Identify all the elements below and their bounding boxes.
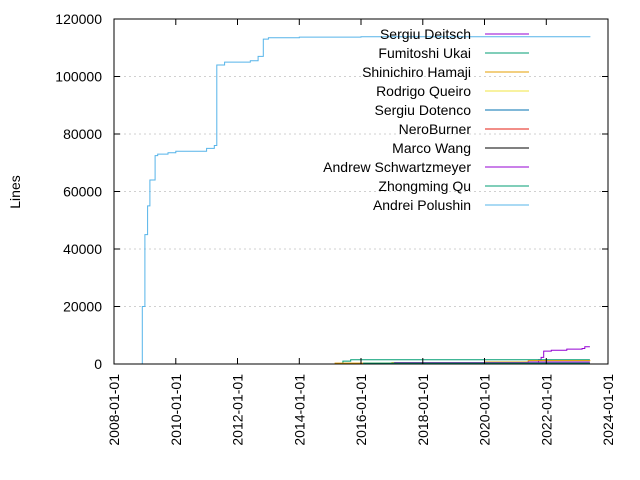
grid-lines <box>114 76 608 307</box>
legend-label: Fumitoshi Ukai <box>378 45 471 61</box>
y-tick-label: 20000 <box>63 299 102 315</box>
y-axis-label: Lines <box>7 175 23 208</box>
x-axis: 2008-01-01 2010-01-01 2012-01-01 2014-01-01… <box>106 19 616 446</box>
x-tick-label: 2020-01-01 <box>477 374 493 446</box>
x-tick-label: 2012-01-01 <box>230 374 246 446</box>
y-tick-label: 0 <box>94 356 102 372</box>
series-line <box>139 36 591 365</box>
legend-label: NeroBurner <box>399 121 472 137</box>
x-tick-label: 2022-01-01 <box>538 374 554 446</box>
x-tick-label: 2014-01-01 <box>291 374 307 446</box>
y-axis: 0 20000 40000 60000 80000 100000 120000 <box>55 11 608 372</box>
x-tick-label: 2024-01-01 <box>600 374 616 446</box>
x-tick-label: 2016-01-01 <box>353 374 369 446</box>
legend-label: Rodrigo Queiro <box>376 83 471 99</box>
legend-label: Zhongming Qu <box>378 178 471 194</box>
legend-label: Sergiu Deitsch <box>380 26 471 42</box>
legend-label: Sergiu Dotenco <box>374 102 471 118</box>
legend-label: Marco Wang <box>392 140 471 156</box>
series-lines <box>139 36 591 365</box>
legend: Sergiu Deitsch Fumitoshi Ukai Shinichiro H… <box>323 26 529 213</box>
y-tick-label: 40000 <box>63 241 102 257</box>
y-tick-label: 100000 <box>55 69 102 85</box>
legend-label: Andrew Schwartzmeyer <box>323 159 471 175</box>
x-tick-label: 2018-01-01 <box>415 374 431 446</box>
y-tick-label: 60000 <box>63 184 102 200</box>
legend-label: Andrei Polushin <box>373 197 471 213</box>
series-line <box>536 346 590 365</box>
y-tick-label: 120000 <box>55 11 102 27</box>
legend-label: Shinichiro Hamaji <box>362 64 471 80</box>
x-tick-label: 2008-01-01 <box>106 374 122 446</box>
y-tick-label: 80000 <box>63 126 102 142</box>
x-tick-label: 2010-01-01 <box>168 374 184 446</box>
